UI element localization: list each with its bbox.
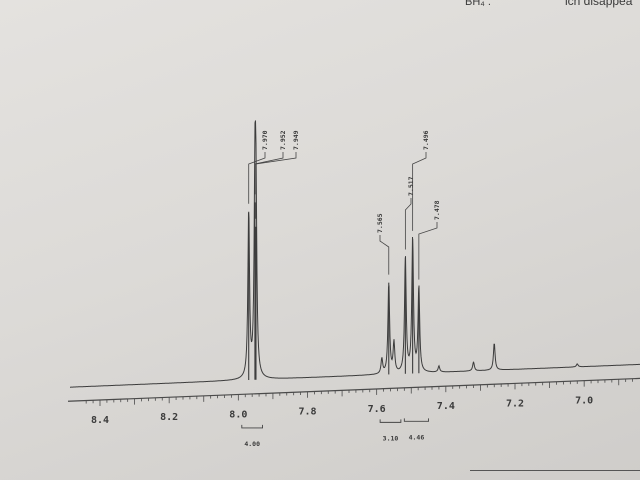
spectrum-trace-group: [70, 120, 640, 388]
peak-label: 7.565: [376, 213, 384, 233]
x-tick-label: 7.8: [298, 407, 316, 418]
peak-leader-line: [379, 235, 390, 275]
integral-value-label: 4.46: [409, 433, 425, 441]
x-axis: 8.48.28.07.87.67.47.27.06.8: [67, 377, 640, 426]
integral-value-label: 4.00: [244, 440, 260, 448]
peak-label: 7.952: [279, 130, 287, 150]
header-text-fragment-left: BH₄ .: [465, 0, 491, 8]
integral-bracket: [379, 419, 402, 423]
x-axis-line: [67, 377, 640, 402]
peak-leader-line: [418, 222, 438, 280]
integral-group: 4.00 3.10 4.46: [241, 418, 429, 448]
table-rule: [470, 470, 640, 471]
spectrum-trace-line: [70, 120, 640, 388]
integral-bracket: [241, 424, 263, 429]
peak-label: 7.949: [292, 130, 300, 150]
x-tick-label: 8.4: [91, 415, 109, 426]
x-tick-label: 7.4: [437, 401, 455, 412]
peak-leader-line: [412, 152, 427, 231]
x-tick-label: 7.0: [575, 396, 593, 407]
x-tick-label: 8.0: [229, 409, 247, 420]
integral-value-label: 3.10: [383, 434, 399, 442]
integral-bracket: [403, 418, 429, 422]
peak-label: 7.970: [261, 130, 269, 150]
peak-label: 7.496: [422, 130, 430, 150]
x-tick-label: 7.2: [506, 398, 524, 409]
header-text-fragment-right: ich disappea: [565, 0, 633, 8]
peak-label-group: 7.970 7.952 7.949 7.565 7.517 7.496 7.478: [248, 130, 441, 280]
peak-label: 7.478: [433, 200, 441, 220]
peak-leader-line: [404, 198, 412, 250]
peak-leader-line: [248, 152, 266, 204]
peak-leader-line: [254, 152, 284, 195]
x-tick-label: 7.6: [368, 404, 386, 415]
peak-leader-line: [255, 152, 297, 219]
peak-label: 7.517: [407, 176, 415, 196]
x-tick-label: 8.2: [160, 412, 178, 423]
